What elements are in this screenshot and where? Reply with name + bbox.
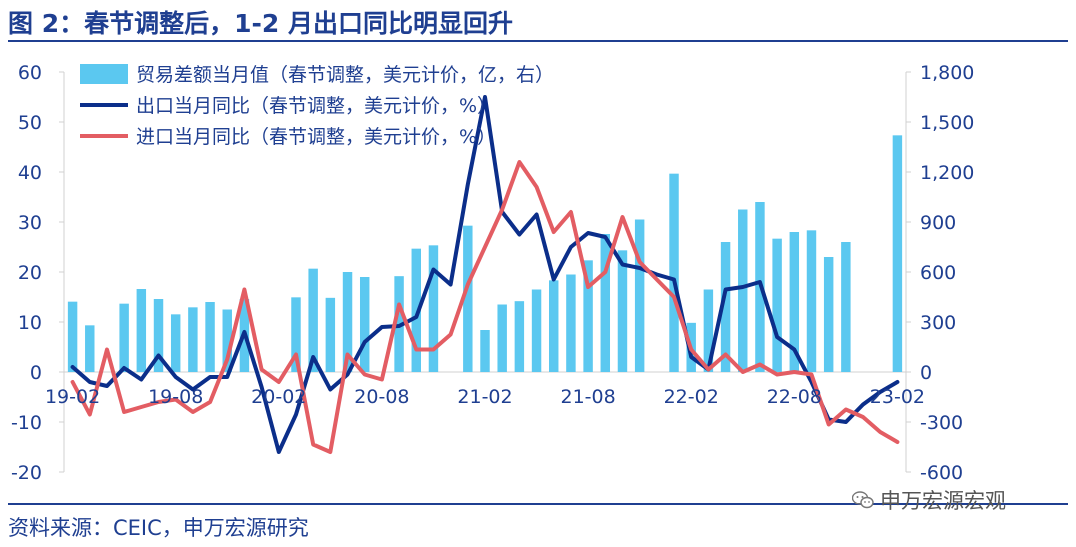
x-tick-label: 19-08 [148, 386, 203, 408]
legend-swatch-bar [80, 64, 128, 84]
y-left-tick-label: 30 [18, 212, 42, 234]
y-right-tick-label: 1,200 [920, 162, 974, 184]
bar [325, 297, 336, 372]
y-right-tick-label: 1,500 [920, 112, 974, 134]
y-left-tick-label: 10 [18, 312, 42, 334]
bar [892, 135, 903, 372]
source-note: 资料来源：CEIC，申万宏源研究 [8, 516, 309, 540]
legend: 贸易差额当月值（春节调整，美元计价，亿，右） 出口当月同比（春节调整，美元计价，%… [80, 64, 554, 148]
x-tick-label: 23-02 [870, 386, 925, 408]
x-tick-label: 19-02 [45, 386, 100, 408]
y-right-tick-label: 900 [920, 212, 956, 234]
y-right-tick-label: -600 [920, 462, 963, 484]
legend-label: 进口当月同比（春节调整，美元计价，%） [136, 126, 496, 148]
export-yoy-line [70, 95, 900, 454]
y-right-tick-label: 0 [920, 362, 932, 384]
y-left-tick-label: 40 [18, 162, 42, 184]
legend-label: 出口当月同比（春节调整，美元计价，%） [136, 95, 496, 117]
y-right-tick-label: -300 [920, 412, 963, 434]
bar [205, 302, 215, 372]
chart: -20 -10 0 10 20 30 40 50 60 -600 -300 0 300 600 900 1,2… [11, 62, 974, 484]
y-left-tick-label: 60 [18, 62, 42, 84]
bar [188, 307, 198, 372]
bar [359, 277, 370, 372]
x-tick-label: 20-08 [354, 386, 409, 408]
bar [222, 309, 232, 372]
lines-layer [70, 95, 900, 454]
bar [738, 209, 748, 372]
title-rule [8, 40, 1068, 42]
x-tick-label: 21-08 [560, 386, 615, 408]
y-left-tick-label: 0 [30, 362, 42, 384]
chart-title: 图 2：春节调整后，1-2 月出口同比明显回升 [8, 9, 513, 38]
bar [497, 304, 507, 372]
x-tick-label: 20-02 [251, 386, 306, 408]
y-right-tick-label: 600 [920, 262, 956, 284]
bar [291, 297, 301, 372]
bar [85, 325, 95, 372]
bar [480, 330, 490, 372]
bar [703, 289, 714, 372]
bar [308, 268, 318, 372]
bar [411, 248, 421, 372]
bar [514, 301, 525, 372]
axes-layer [59, 71, 911, 473]
bar [428, 245, 439, 372]
y-left-tick-label: -20 [11, 462, 42, 484]
legend-label: 贸易差额当月值（春节调整，美元计价，亿，右） [136, 64, 554, 86]
wechat-icon [852, 491, 874, 509]
y-left-tick-label: -10 [11, 412, 42, 434]
bar [806, 230, 817, 372]
x-tick-label: 21-02 [457, 386, 512, 408]
bar [634, 219, 645, 372]
bar [342, 272, 353, 372]
x-tick-label: 22-02 [664, 386, 719, 408]
bar [841, 242, 851, 372]
watermark: 申万宏源宏观 [852, 485, 1006, 515]
bar [566, 274, 576, 372]
watermark-text: 申万宏源宏观 [880, 489, 1006, 513]
y-left-tick-label: 50 [18, 112, 42, 134]
footer-rule [8, 503, 1068, 505]
bar [583, 260, 593, 372]
y-right-tick-label: 1,800 [920, 62, 974, 84]
bar [600, 234, 611, 372]
bar [531, 289, 542, 372]
import-yoy-line [70, 160, 900, 454]
ticks-layer: -20 -10 0 10 20 30 40 50 60 -600 -300 0 300 600 900 1,2… [11, 62, 974, 484]
bar [463, 225, 473, 372]
bar [119, 303, 129, 372]
bar [617, 250, 628, 372]
bar [669, 173, 679, 372]
bar [789, 232, 800, 372]
bar [67, 301, 78, 372]
bar [153, 299, 164, 372]
bar [720, 242, 731, 372]
y-right-tick-label: 300 [920, 312, 956, 334]
x-tick-label: 22-08 [767, 386, 822, 408]
bar [823, 257, 834, 372]
bar [136, 289, 147, 372]
bar [772, 238, 782, 372]
y-left-tick-label: 20 [18, 262, 42, 284]
bar [170, 314, 181, 372]
bar [549, 280, 559, 372]
